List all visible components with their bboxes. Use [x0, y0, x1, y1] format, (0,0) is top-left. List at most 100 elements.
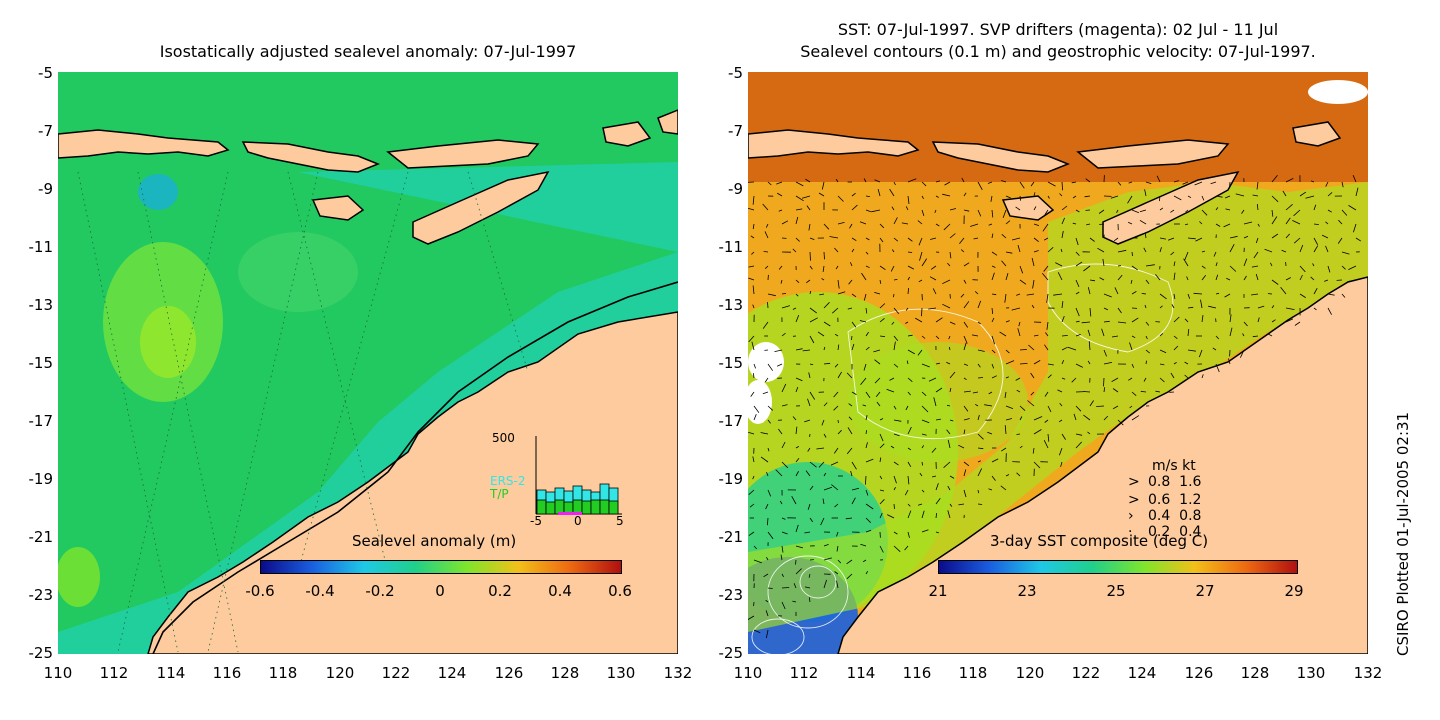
velocity-arrow	[1224, 195, 1231, 199]
velocity-arrow	[907, 426, 912, 435]
velocity-arrow	[865, 195, 870, 197]
velocity-arrow	[836, 580, 839, 589]
velocity-arrow	[1194, 181, 1203, 186]
velocity-legend-row: · 0.2 0.4	[1128, 524, 1201, 540]
velocity-arrow	[1215, 363, 1220, 373]
velocity-arrow	[874, 377, 881, 384]
velocity-arrow	[1184, 223, 1189, 226]
velocity-arrow	[862, 404, 867, 407]
velocity-arrow	[1061, 377, 1066, 380]
velocity-arrow	[907, 531, 910, 538]
velocity-arrow	[963, 321, 969, 328]
velocity-arrow	[1057, 389, 1063, 393]
velocity-arrow	[795, 293, 799, 297]
velocity-arrow	[877, 188, 881, 197]
velocity-arrow	[1167, 237, 1175, 241]
velocity-arrow	[1101, 328, 1105, 337]
velocity-arrow	[973, 237, 979, 240]
right-y-tick: -13	[718, 296, 744, 314]
velocity-arrow	[767, 405, 774, 411]
velocity-arrow	[833, 447, 839, 454]
velocity-arrow	[958, 503, 965, 506]
velocity-arrow	[851, 204, 858, 211]
velocity-arrow	[1243, 275, 1247, 281]
velocity-arrow	[834, 571, 839, 575]
velocity-arrow	[990, 195, 993, 202]
velocity-arrow	[963, 377, 967, 381]
velocity-arrow	[935, 418, 941, 421]
velocity-arrow	[762, 391, 769, 395]
velocity-arrow	[833, 405, 839, 411]
velocity-arrow	[1019, 279, 1027, 285]
velocity-arrow	[1015, 206, 1021, 211]
velocity-arrow	[1089, 279, 1096, 282]
plot-credit: CSIRO Plotted 01-Jul-2005 02:31	[1394, 411, 1412, 656]
velocity-arrow	[1225, 208, 1231, 211]
velocity-arrow	[865, 442, 868, 449]
velocity-arrow	[795, 195, 804, 202]
velocity-arrow	[948, 335, 951, 340]
velocity-arrow	[1060, 248, 1063, 253]
velocity-arrow	[1341, 293, 1346, 298]
velocity-arrow	[1044, 237, 1049, 241]
velocity-arrow	[935, 180, 941, 183]
right-map-plot	[748, 72, 1368, 654]
velocity-arrow	[1170, 209, 1175, 213]
velocity-arrow	[1127, 221, 1133, 225]
velocity-arrow	[1071, 377, 1077, 383]
left-colorbar-tick: -0.4	[305, 582, 335, 600]
velocity-arrow	[1184, 318, 1189, 323]
left-x-tick: 118	[268, 664, 298, 682]
velocity-arrow	[879, 317, 885, 323]
velocity-arrow	[879, 265, 886, 271]
velocity-arrow	[795, 314, 800, 323]
velocity-arrow	[1053, 293, 1063, 296]
velocity-arrow	[748, 277, 755, 281]
velocity-arrow	[1111, 377, 1119, 383]
velocity-arrow	[823, 402, 828, 407]
velocity-arrow	[1075, 261, 1083, 267]
velocity-arrow	[987, 431, 993, 435]
right-y-tick: -15	[718, 354, 744, 372]
velocity-arrow	[823, 486, 833, 491]
velocity-arrow	[905, 321, 909, 324]
velocity-arrow	[809, 363, 814, 366]
velocity-arrow	[874, 292, 881, 295]
velocity-arrow	[1187, 349, 1196, 352]
velocity-arrow	[1252, 335, 1259, 338]
left-x-tick: 116	[212, 664, 242, 682]
velocity-arrow	[929, 276, 937, 281]
right-x-tick: 118	[958, 664, 988, 682]
velocity-arrow	[809, 251, 811, 261]
velocity-arrow	[1201, 209, 1208, 216]
velocity-arrow	[1131, 363, 1135, 368]
velocity-arrow	[1327, 293, 1335, 296]
velocity-arrow	[1057, 272, 1063, 281]
velocity-arrow	[819, 293, 825, 296]
velocity-arrow	[889, 377, 895, 381]
velocity-arrow	[1229, 327, 1233, 337]
left-y-tick: -17	[28, 412, 54, 430]
left-colorbar-tick: -0.6	[245, 582, 275, 600]
velocity-arrow	[930, 237, 937, 240]
velocity-arrow	[752, 195, 755, 205]
velocity-arrow	[972, 391, 979, 394]
velocity-arrow	[947, 262, 951, 267]
velocity-arrow-icon: ·	[1128, 524, 1133, 540]
velocity-arrow	[879, 279, 882, 284]
velocity-arrow	[991, 458, 999, 463]
velocity-arrow	[991, 475, 996, 481]
velocity-arrow-icon: ›	[1128, 508, 1134, 524]
velocity-arrow	[1215, 292, 1220, 295]
velocity-arrow	[766, 471, 769, 477]
velocity-arrow	[765, 223, 769, 228]
velocity-arrow	[1033, 416, 1043, 421]
velocity-arrow	[795, 237, 800, 242]
velocity-arrow	[1193, 292, 1203, 295]
velocity-arrow	[781, 545, 784, 553]
velocity-arrow	[1145, 349, 1150, 354]
right-x-tick: 114	[846, 664, 876, 682]
velocity-arrow	[1215, 274, 1219, 281]
right-colorbar-tick: 27	[1195, 582, 1215, 600]
velocity-arrow	[1199, 221, 1203, 225]
